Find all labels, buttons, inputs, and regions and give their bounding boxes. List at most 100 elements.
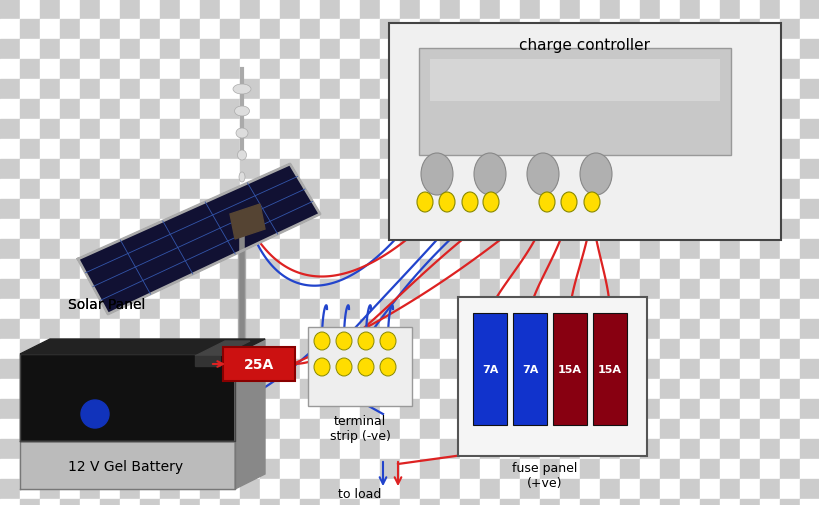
Bar: [419, 379, 440, 399]
Bar: [679, 199, 699, 220]
Bar: [619, 499, 639, 505]
Bar: [559, 339, 579, 359]
Bar: [419, 399, 440, 419]
Bar: [659, 220, 679, 239]
Bar: [419, 120, 440, 140]
Bar: [60, 379, 80, 399]
Bar: [140, 419, 160, 439]
Bar: [0, 220, 20, 239]
Bar: [779, 260, 799, 279]
Bar: [639, 260, 659, 279]
Bar: [200, 239, 219, 260]
Bar: [60, 0, 80, 20]
Bar: [679, 399, 699, 419]
Bar: [120, 239, 140, 260]
Bar: [799, 199, 819, 220]
Bar: [360, 260, 379, 279]
Bar: [579, 260, 600, 279]
Bar: [419, 319, 440, 339]
Ellipse shape: [527, 154, 559, 195]
Bar: [260, 220, 279, 239]
Bar: [699, 299, 719, 319]
Bar: [219, 100, 240, 120]
Bar: [240, 239, 260, 260]
Bar: [400, 120, 419, 140]
Bar: [219, 220, 240, 239]
Bar: [619, 20, 639, 40]
Bar: [300, 60, 319, 80]
Bar: [80, 20, 100, 40]
Bar: [300, 399, 319, 419]
Bar: [279, 80, 300, 100]
Bar: [340, 140, 360, 160]
Bar: [140, 220, 160, 239]
Bar: [699, 379, 719, 399]
Bar: [540, 260, 559, 279]
Bar: [180, 299, 200, 319]
Bar: [540, 359, 559, 379]
Bar: [600, 419, 619, 439]
Bar: [600, 319, 619, 339]
Bar: [40, 40, 60, 60]
Bar: [799, 499, 819, 505]
Bar: [80, 180, 100, 199]
Bar: [619, 260, 639, 279]
Bar: [459, 180, 479, 199]
Bar: [200, 359, 219, 379]
Bar: [300, 339, 319, 359]
Bar: [419, 40, 440, 60]
Bar: [100, 120, 120, 140]
Bar: [60, 439, 80, 459]
Bar: [479, 399, 500, 419]
Bar: [479, 339, 500, 359]
Ellipse shape: [238, 150, 247, 161]
Bar: [160, 60, 180, 80]
Bar: [260, 459, 279, 479]
Bar: [120, 160, 140, 180]
Bar: [739, 160, 759, 180]
FancyBboxPatch shape: [388, 24, 780, 240]
Bar: [559, 299, 579, 319]
Bar: [479, 80, 500, 100]
Bar: [799, 359, 819, 379]
Bar: [240, 319, 260, 339]
Bar: [100, 20, 120, 40]
Bar: [360, 239, 379, 260]
Bar: [240, 339, 260, 359]
Bar: [279, 379, 300, 399]
Bar: [679, 160, 699, 180]
Bar: [240, 399, 260, 419]
Ellipse shape: [234, 107, 249, 117]
Bar: [300, 419, 319, 439]
Bar: [40, 399, 60, 419]
Bar: [519, 319, 540, 339]
Bar: [240, 479, 260, 499]
Bar: [759, 479, 779, 499]
Bar: [519, 0, 540, 20]
Bar: [459, 199, 479, 220]
Bar: [479, 0, 500, 20]
Bar: [340, 439, 360, 459]
Bar: [679, 20, 699, 40]
Bar: [600, 100, 619, 120]
Bar: [500, 399, 519, 419]
Bar: [519, 60, 540, 80]
Polygon shape: [20, 441, 235, 489]
Bar: [360, 419, 379, 439]
Bar: [600, 0, 619, 20]
Ellipse shape: [379, 358, 396, 376]
Bar: [100, 100, 120, 120]
Bar: [120, 459, 140, 479]
Bar: [739, 199, 759, 220]
Bar: [719, 239, 739, 260]
Bar: [80, 239, 100, 260]
Bar: [679, 499, 699, 505]
Bar: [379, 20, 400, 40]
Bar: [180, 279, 200, 299]
Bar: [659, 359, 679, 379]
Bar: [440, 419, 459, 439]
Bar: [479, 199, 500, 220]
Bar: [279, 100, 300, 120]
Bar: [779, 180, 799, 199]
Bar: [300, 459, 319, 479]
